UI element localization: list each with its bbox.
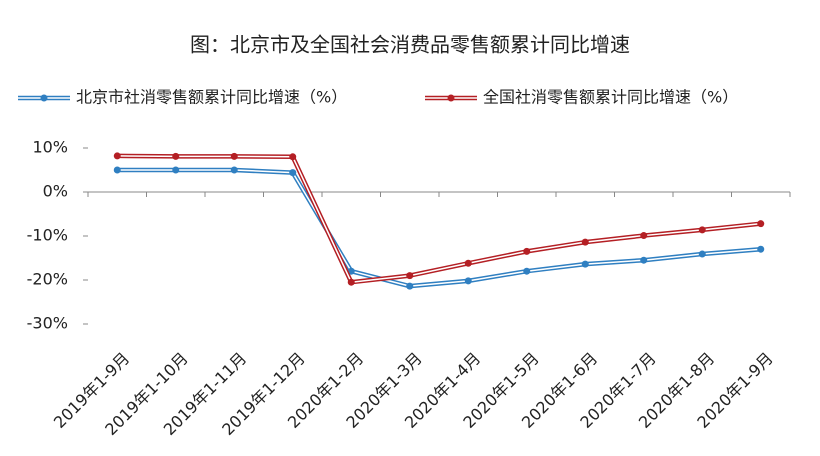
point <box>523 247 531 255</box>
y-tick-label: 10% <box>32 138 68 157</box>
series-line-inner <box>117 169 761 287</box>
point <box>698 250 706 258</box>
legend-label: 北京市社消零售额累计同比增速（%） <box>76 88 347 107</box>
point <box>289 153 297 161</box>
point <box>581 238 589 246</box>
series-line <box>117 153 761 285</box>
point <box>113 166 121 174</box>
point <box>581 260 589 268</box>
legend-marker <box>447 94 455 102</box>
point <box>347 278 355 286</box>
chart-title: 图：北京市及全国社会消费品零售额累计同比增速 <box>190 33 630 57</box>
point <box>523 267 531 275</box>
legend-label: 全国社消零售额累计同比增速（%） <box>483 88 738 107</box>
y-tick-label: 0% <box>43 182 68 201</box>
point <box>406 272 414 280</box>
point <box>757 245 765 253</box>
y-tick-label: -20% <box>27 270 68 289</box>
point <box>406 282 414 290</box>
point <box>172 152 180 160</box>
point <box>230 166 238 174</box>
point <box>464 259 472 267</box>
point <box>347 267 355 275</box>
y-tick-label: -30% <box>27 314 68 333</box>
point <box>640 232 648 240</box>
point <box>230 152 238 160</box>
series-line-inner <box>117 155 761 283</box>
point <box>289 169 297 177</box>
point <box>113 152 121 160</box>
point <box>640 256 648 264</box>
point <box>464 277 472 285</box>
point <box>757 220 765 228</box>
point <box>698 226 706 234</box>
point <box>172 166 180 174</box>
y-tick-label: -10% <box>27 226 68 245</box>
legend-marker <box>40 94 48 102</box>
